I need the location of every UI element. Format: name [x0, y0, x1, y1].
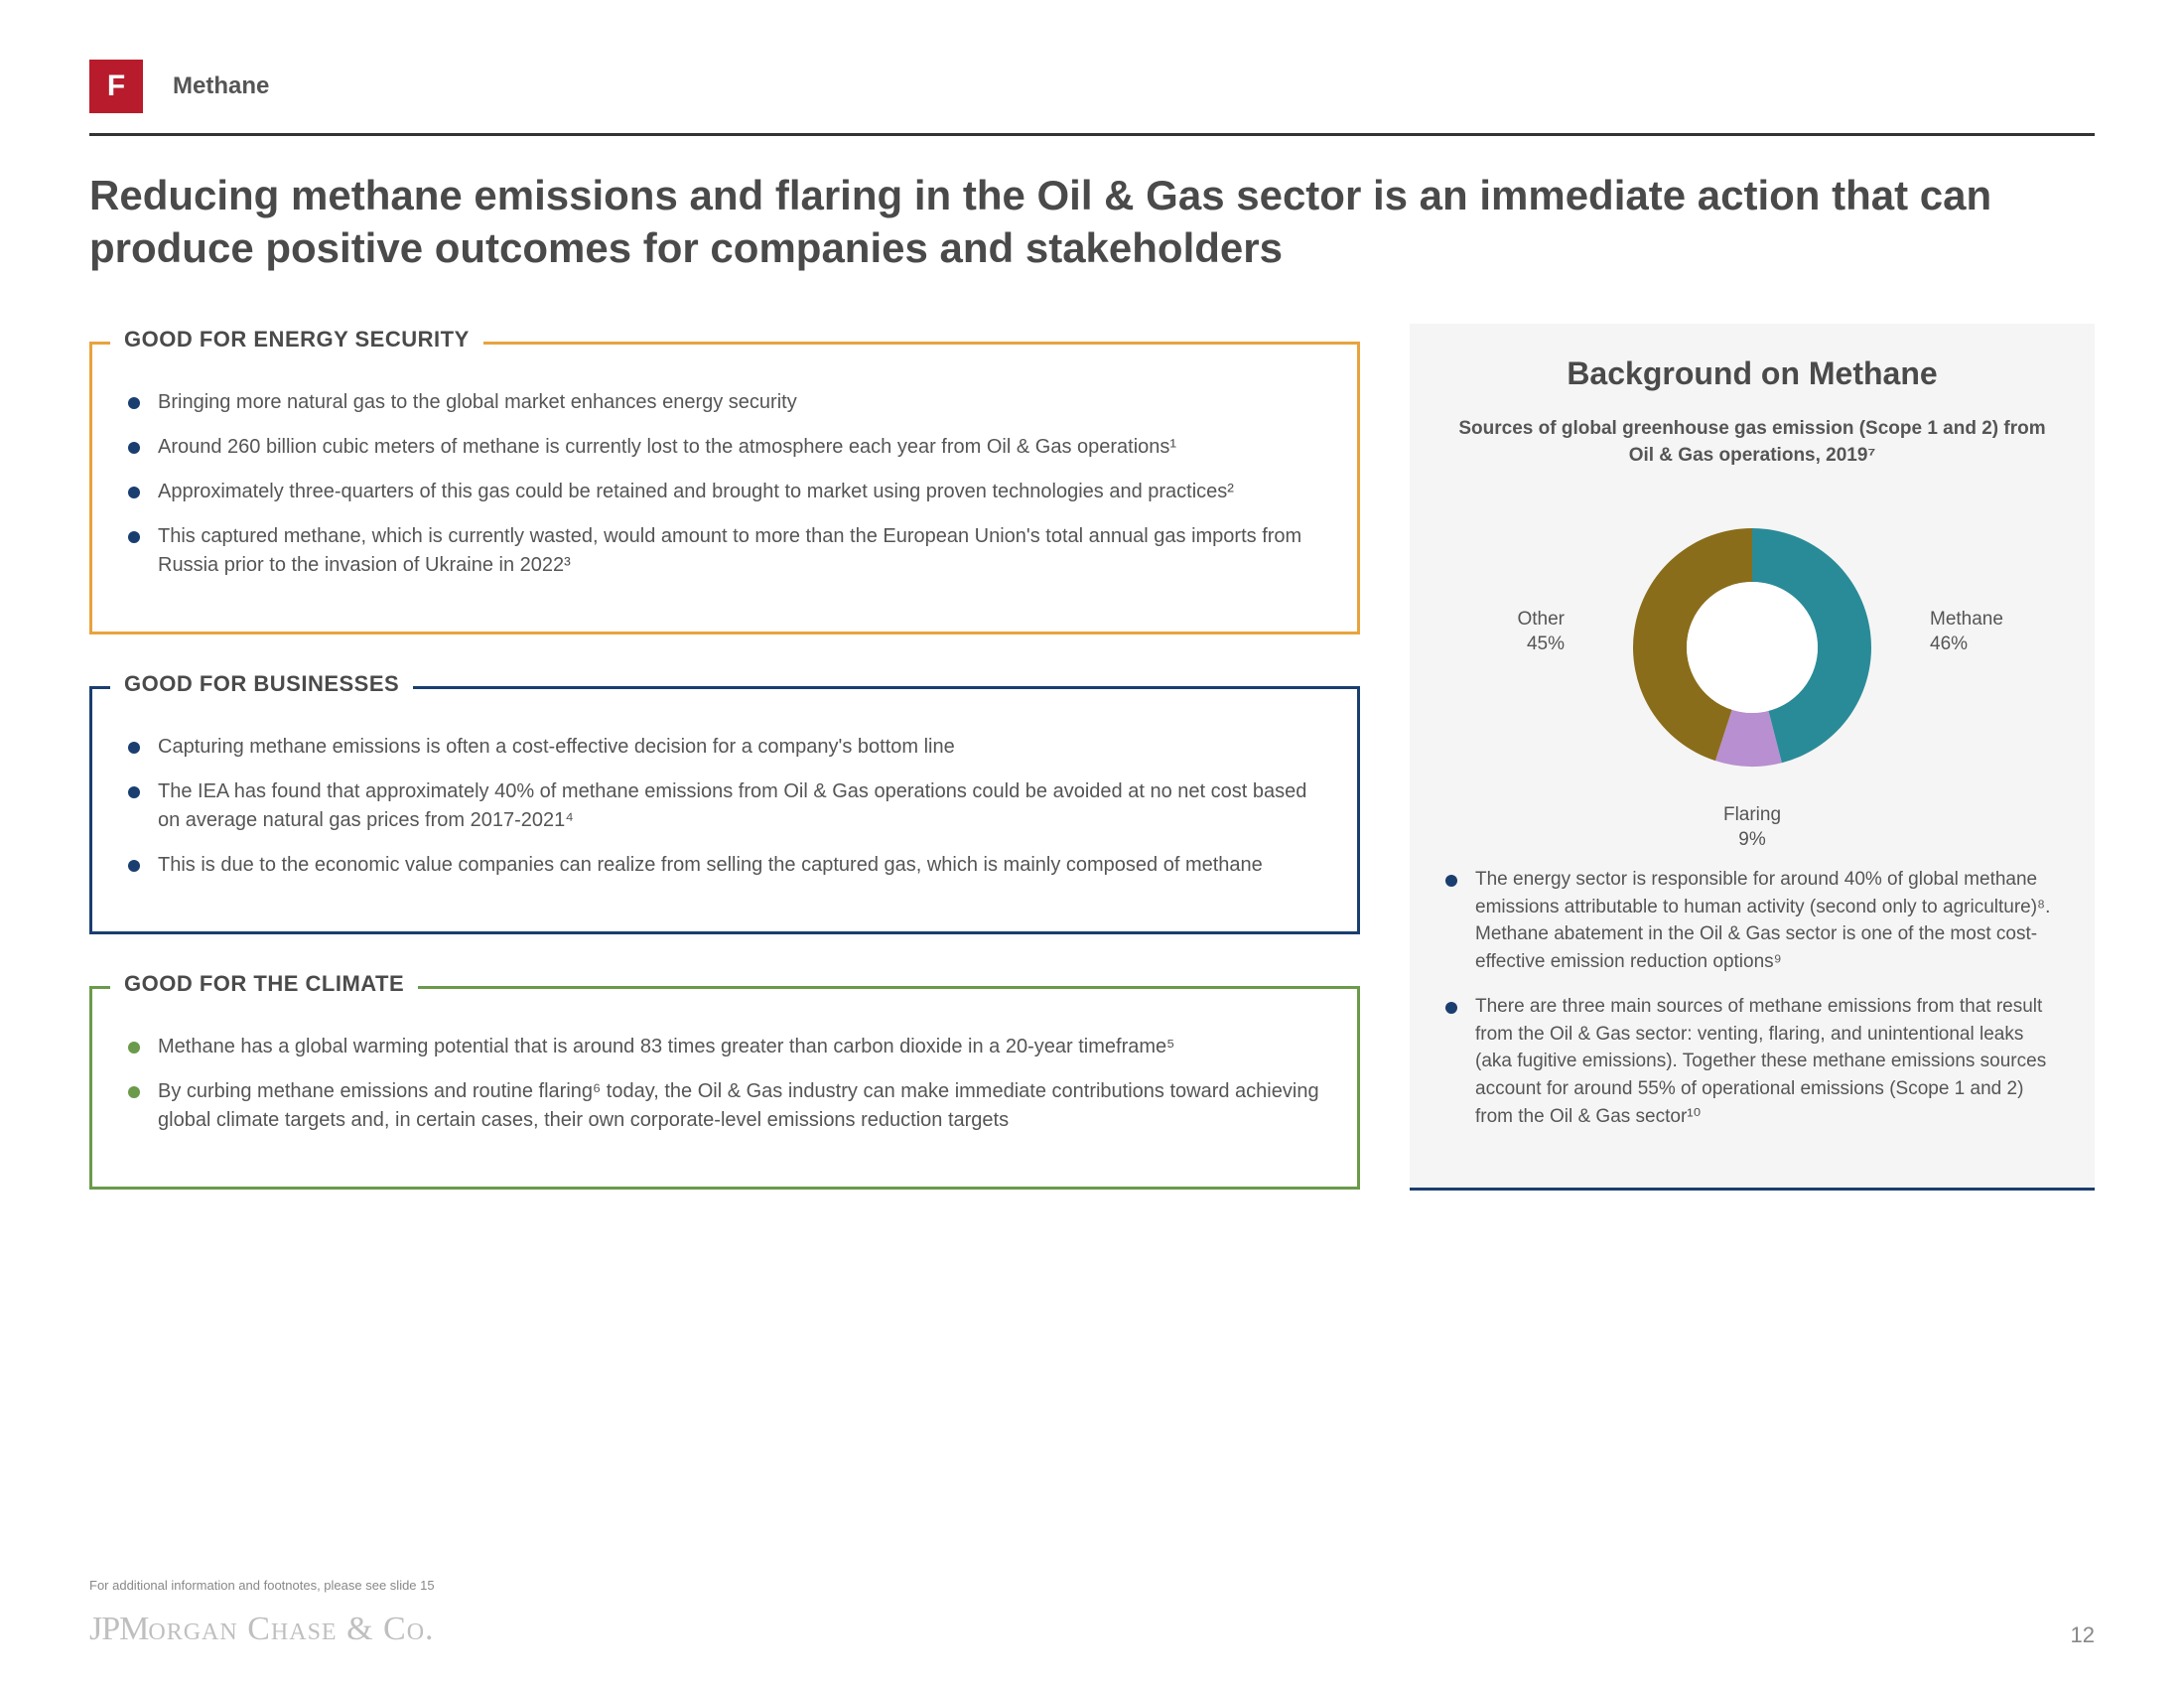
- list-item: By curbing methane emissions and routine…: [128, 1077, 1321, 1135]
- list-item: Approximately three-quarters of this gas…: [128, 478, 1321, 506]
- sidebar-title: Background on Methane: [1445, 355, 2059, 392]
- list-item: Methane has a global warming potential t…: [128, 1033, 1321, 1061]
- list-item: This captured methane, which is currentl…: [128, 522, 1321, 580]
- section-badge: F: [89, 60, 143, 113]
- sidebar-subtitle: Sources of global greenhouse gas emissio…: [1445, 416, 2059, 469]
- box-title-energy: GOOD FOR ENERGY SECURITY: [110, 327, 483, 352]
- list-item: Bringing more natural gas to the global …: [128, 388, 1321, 417]
- list-item: The IEA has found that approximately 40%…: [128, 777, 1321, 835]
- list-item: There are three main sources of methane …: [1445, 993, 2059, 1130]
- list-item: This is due to the economic value compan…: [128, 851, 1321, 880]
- section-label: Methane: [173, 72, 269, 100]
- list-item: Around 260 billion cubic meters of metha…: [128, 433, 1321, 462]
- box-businesses: GOOD FOR BUSINESSES Capturing methane em…: [89, 686, 1360, 934]
- donut-chart: Other 45% Methane 46% Flaring 9%: [1445, 489, 2059, 806]
- header-divider: [89, 133, 2095, 136]
- donut-svg: [1603, 498, 1901, 796]
- donut-label-flaring: Flaring 9%: [1723, 803, 1781, 852]
- box-title-business: GOOD FOR BUSINESSES: [110, 671, 413, 697]
- brand-logo: JPMorgan Chase & Co.: [89, 1611, 435, 1648]
- donut-label-other: Other 45%: [1455, 608, 1565, 656]
- page-title: Reducing methane emissions and flaring i…: [89, 170, 2095, 274]
- energy-bullet-list: Bringing more natural gas to the global …: [128, 388, 1321, 580]
- donut-label-methane: Methane 46%: [1930, 608, 2049, 656]
- climate-bullet-list: Methane has a global warming potential t…: [128, 1033, 1321, 1135]
- box-title-climate: GOOD FOR THE CLIMATE: [110, 971, 418, 997]
- page-number: 12: [2071, 1622, 2095, 1648]
- footnote-text: For additional information and footnotes…: [89, 1578, 435, 1593]
- business-bullet-list: Capturing methane emissions is often a c…: [128, 733, 1321, 880]
- box-energy-security: GOOD FOR ENERGY SECURITY Bringing more n…: [89, 342, 1360, 634]
- list-item: The energy sector is responsible for aro…: [1445, 866, 2059, 975]
- sidebar-bullet-list: The energy sector is responsible for aro…: [1445, 866, 2059, 1130]
- list-item: Capturing methane emissions is often a c…: [128, 733, 1321, 762]
- sidebar-panel: Background on Methane Sources of global …: [1410, 324, 2095, 1191]
- box-climate: GOOD FOR THE CLIMATE Methane has a globa…: [89, 986, 1360, 1190]
